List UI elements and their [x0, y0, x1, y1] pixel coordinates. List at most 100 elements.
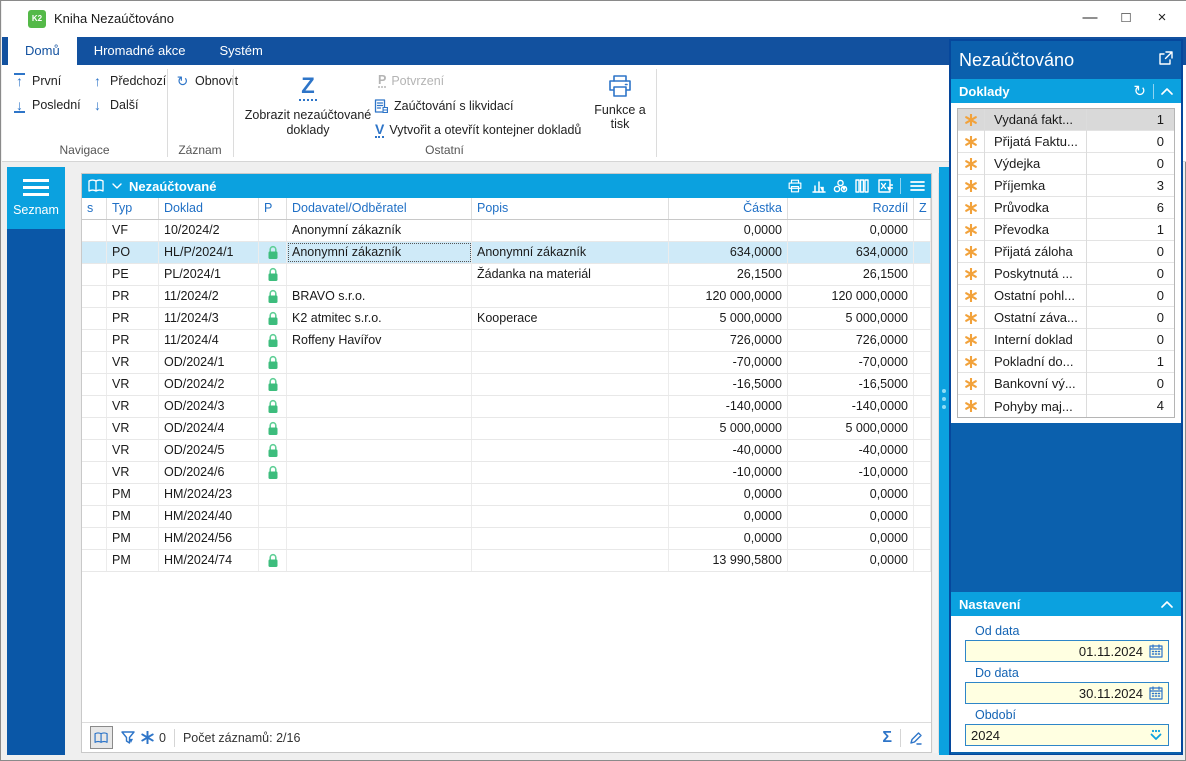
doklady-item[interactable]: Průvodka 6 [958, 196, 1174, 219]
column-header-Částka[interactable]: Částka [669, 198, 788, 219]
calendar-icon[interactable] [1149, 686, 1163, 700]
cell-p [259, 396, 287, 417]
doklady-item[interactable]: Přijatá Faktu... 0 [958, 130, 1174, 153]
filter-button[interactable]: ▾ [121, 730, 135, 745]
excel-export-button[interactable]: ▾ [878, 179, 893, 193]
table-row[interactable]: PR 11/2024/4 Roffeny Havířov 726,0000 726,00… [82, 330, 931, 352]
cell-p [259, 220, 287, 241]
cell-doklad: HL/P/2024/1 [159, 242, 259, 263]
calendar-icon[interactable] [1149, 644, 1163, 658]
column-header-Popis[interactable]: Popis [472, 198, 669, 219]
cell-typ: PR [107, 286, 159, 307]
table-row[interactable]: PM HM/2024/56 0,0000 0,0000 [82, 528, 931, 550]
open-book-icon[interactable] [88, 179, 105, 193]
doklady-item[interactable]: Bankovní vý... 0 [958, 372, 1174, 395]
doklady-item[interactable]: Přijatá záloha 0 [958, 240, 1174, 263]
table-row[interactable]: PR 11/2024/3 K2 atmitec s.r.o. Kooperace 5 0… [82, 308, 931, 330]
doklady-item[interactable]: Převodka 1 [958, 218, 1174, 241]
column-header-Dodavatel/Odběratel[interactable]: Dodavatel/Odběratel [287, 198, 472, 219]
lock-icon [268, 443, 277, 457]
table-row[interactable]: PE PL/2024/1 Žádanka na materiál 26,1500 26,… [82, 264, 931, 286]
grid-scroll-strip[interactable] [933, 173, 939, 753]
doklady-item-label: Přijatá záloha [994, 244, 1073, 259]
table-row[interactable]: VR OD/2024/2 -16,5000 -16,5000 [82, 374, 931, 396]
nastaveni-section-header[interactable]: Nastavení [951, 592, 1181, 616]
columns-icon[interactable] [855, 179, 869, 193]
cell-dodavatel: Anonymní zákazník [287, 220, 472, 241]
doklady-item[interactable]: Interní doklad 0 [958, 328, 1174, 351]
table-row[interactable]: VR OD/2024/3 -140,0000 -140,0000 [82, 396, 931, 418]
cell-p [259, 484, 287, 505]
create-container-button[interactable]: V Vytvořit a otevřít kontejner dokladů [375, 121, 582, 138]
grid-title: Nezaúčtované [129, 178, 217, 194]
doklady-item-label: Pokladní do... [994, 354, 1074, 369]
do-data-input[interactable]: 30.11.2024 [965, 682, 1169, 704]
select-dropdown-icon[interactable] [1149, 729, 1163, 741]
tab-domu[interactable]: Domů [8, 37, 77, 65]
next-button[interactable]: ↓ Další [90, 95, 138, 115]
lock-icon [268, 289, 277, 303]
table-row[interactable]: PM HM/2024/40 0,0000 0,0000 [82, 506, 931, 528]
doklady-item[interactable]: Pokladní do... 1 [958, 350, 1174, 373]
table-row[interactable]: PO HL/P/2024/1 Anonymní zákazník Anonymní z… [82, 242, 931, 264]
cell-typ: VF [107, 220, 159, 241]
refresh-button[interactable]: ↻ Obnovit [176, 73, 239, 89]
modules-menu-button[interactable]: ▾ [833, 179, 848, 193]
obdobi-select[interactable]: 2024 [965, 724, 1169, 746]
table-row[interactable]: VR OD/2024/4 5 000,0000 5 000,0000 [82, 418, 931, 440]
refresh-button[interactable]: ↻ [1133, 82, 1146, 100]
column-header-Doklad[interactable]: Doklad [159, 198, 259, 219]
edit-pencil-icon[interactable] [909, 731, 923, 745]
grid-menu-icon[interactable] [910, 180, 925, 192]
table-row[interactable]: PM HM/2024/74 13 990,5800 0,0000 [82, 550, 931, 572]
cell-rozdil: 0,0000 [788, 220, 914, 241]
table-row[interactable]: VF 10/2024/2 Anonymní zákazník 0,0000 0,0000 [82, 220, 931, 242]
chart-menu-button[interactable]: ▾ [812, 179, 826, 193]
tab-system[interactable]: Systém [219, 43, 263, 58]
panel-splitter[interactable] [939, 167, 949, 756]
last-button[interactable]: ↓ Poslední [12, 95, 81, 115]
column-header-Rozdíl[interactable]: Rozdíl [788, 198, 914, 219]
doklady-section-header[interactable]: Doklady ↻ [951, 79, 1181, 103]
sidebar-tab-seznam[interactable]: Seznam [7, 167, 65, 229]
doklady-item[interactable]: Ostatní záva... 0 [958, 306, 1174, 329]
cell-dodavatel [287, 374, 472, 395]
cell-p [259, 308, 287, 329]
cell-s [82, 330, 107, 351]
table-row[interactable]: VR OD/2024/5 -40,0000 -40,0000 [82, 440, 931, 462]
column-header-Z[interactable]: Z [914, 198, 931, 219]
tab-hromadne-akce[interactable]: Hromadné akce [93, 43, 186, 58]
doklady-item[interactable]: Ostatní pohl... 0 [958, 284, 1174, 307]
previous-button[interactable]: ↑ Předchozí [90, 71, 166, 91]
cell-z [914, 550, 931, 571]
table-row[interactable]: PM HM/2024/23 0,0000 0,0000 [82, 484, 931, 506]
column-header-s[interactable]: s [82, 198, 107, 219]
od-data-input[interactable]: 01.11.2024 [965, 640, 1169, 662]
sum-button[interactable]: Σ [882, 728, 892, 746]
doklady-item[interactable]: Pohyby maj... 4 [958, 395, 1174, 417]
table-row[interactable]: PR 11/2024/2 BRAVO s.r.o. 120 000,0000 120 0… [82, 286, 931, 308]
table-row[interactable]: VR OD/2024/6 -10,0000 -10,0000 [82, 462, 931, 484]
book-view-toggle[interactable] [90, 726, 113, 749]
doklady-item-count: 1 [1086, 218, 1174, 241]
open-in-window-button[interactable] [1158, 50, 1173, 71]
first-button[interactable]: ↑ První [12, 71, 61, 91]
maximize-button[interactable]: □ [1121, 9, 1131, 26]
table-row[interactable]: VR OD/2024/1 -70,0000 -70,0000 [82, 352, 931, 374]
doklady-item[interactable]: Výdejka 0 [958, 152, 1174, 175]
print-icon[interactable] [787, 179, 803, 193]
functions-print-button[interactable]: Funkce a tisk [588, 67, 652, 157]
close-button[interactable]: × [1157, 9, 1167, 26]
posting-liquidation-button[interactable]: Zaúčtování s likvidací [374, 96, 514, 116]
column-header-P[interactable]: P [259, 198, 287, 219]
collapse-chevron-icon[interactable] [1161, 600, 1173, 608]
column-header-Typ[interactable]: Typ [107, 198, 159, 219]
doklady-item[interactable]: Poskytnutá ... 0 [958, 262, 1174, 285]
collapse-chevron-icon[interactable] [1161, 87, 1173, 95]
doklady-item[interactable]: Vydaná fakt... 1 [958, 108, 1174, 131]
minimize-button[interactable]: — [1082, 9, 1098, 26]
doklady-item[interactable]: Příjemka 3 [958, 174, 1174, 197]
chevron-down-icon[interactable] [112, 183, 122, 189]
show-unposted-button[interactable]: Z Zobrazit nezaúčtované doklady [244, 73, 372, 137]
star-filter-button[interactable]: 0 [141, 731, 166, 745]
